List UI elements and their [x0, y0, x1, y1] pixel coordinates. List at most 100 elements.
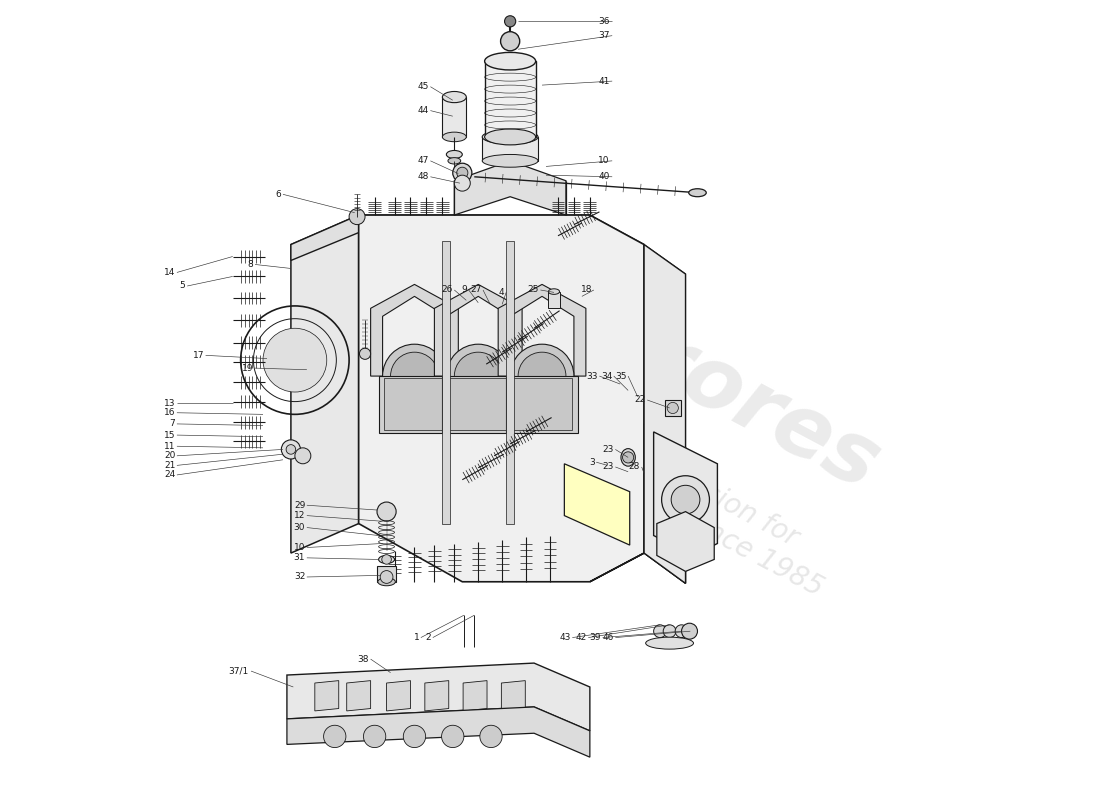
Text: 32: 32: [294, 573, 306, 582]
Ellipse shape: [447, 150, 462, 158]
Text: 25: 25: [528, 286, 539, 294]
Circle shape: [505, 16, 516, 27]
Bar: [377, 566, 396, 582]
Text: 5: 5: [179, 282, 185, 290]
Text: 22: 22: [635, 395, 646, 405]
Text: 42: 42: [575, 633, 586, 642]
Text: 35: 35: [615, 371, 627, 381]
Text: eurores: eurores: [525, 260, 894, 508]
Text: 19: 19: [242, 364, 253, 373]
Circle shape: [653, 625, 667, 638]
Ellipse shape: [454, 352, 503, 400]
Ellipse shape: [621, 449, 636, 466]
Text: 12: 12: [294, 511, 306, 520]
Polygon shape: [653, 432, 717, 555]
Text: 33: 33: [586, 371, 597, 381]
Text: 40: 40: [598, 172, 609, 182]
Text: 16: 16: [164, 408, 175, 418]
Ellipse shape: [518, 352, 565, 400]
Polygon shape: [287, 707, 590, 757]
Ellipse shape: [689, 189, 706, 197]
Text: 39: 39: [590, 633, 601, 642]
Text: 17: 17: [192, 351, 204, 360]
Circle shape: [282, 440, 300, 459]
Bar: [448, 378, 508, 430]
Text: 10: 10: [294, 543, 306, 552]
Bar: [485, 61, 536, 137]
Text: 2: 2: [426, 633, 431, 642]
Circle shape: [404, 726, 426, 747]
Polygon shape: [657, 512, 714, 571]
Circle shape: [363, 726, 386, 747]
Polygon shape: [434, 285, 522, 376]
Bar: [664, 400, 681, 416]
Text: 29: 29: [294, 501, 306, 510]
Circle shape: [663, 625, 676, 638]
Text: 36: 36: [598, 17, 609, 26]
Text: 44: 44: [418, 106, 429, 115]
Ellipse shape: [482, 154, 538, 167]
Circle shape: [323, 726, 345, 747]
Circle shape: [263, 328, 327, 392]
Polygon shape: [290, 215, 359, 553]
Ellipse shape: [510, 344, 574, 408]
Text: 14: 14: [164, 268, 175, 277]
Ellipse shape: [482, 130, 538, 144]
Polygon shape: [502, 681, 526, 711]
Text: 11: 11: [164, 442, 175, 450]
Polygon shape: [315, 681, 339, 711]
Text: 34: 34: [601, 371, 613, 381]
Polygon shape: [359, 215, 645, 582]
Polygon shape: [442, 241, 450, 523]
Ellipse shape: [390, 352, 439, 400]
Bar: [549, 291, 560, 307]
Bar: [506, 376, 578, 434]
Text: 28: 28: [629, 462, 640, 471]
Circle shape: [456, 167, 468, 178]
Bar: [442, 376, 514, 434]
Circle shape: [675, 625, 688, 638]
Text: 43: 43: [560, 633, 571, 642]
Circle shape: [682, 623, 697, 639]
Text: 9: 9: [461, 286, 468, 294]
Circle shape: [286, 445, 296, 454]
Polygon shape: [287, 663, 590, 731]
Ellipse shape: [448, 158, 461, 164]
Circle shape: [360, 348, 371, 359]
Circle shape: [382, 554, 392, 564]
Text: 45: 45: [417, 82, 429, 91]
Polygon shape: [564, 464, 629, 545]
Circle shape: [377, 502, 396, 521]
Text: 37: 37: [598, 31, 609, 40]
Text: 27: 27: [470, 286, 482, 294]
Text: 6: 6: [276, 190, 282, 199]
Text: 23: 23: [603, 462, 614, 471]
Bar: [384, 378, 444, 430]
Text: 30: 30: [294, 523, 306, 532]
Ellipse shape: [549, 289, 560, 294]
Text: 1: 1: [414, 633, 419, 642]
Circle shape: [661, 476, 710, 523]
Ellipse shape: [485, 129, 536, 145]
Circle shape: [349, 209, 365, 225]
Text: 48: 48: [417, 172, 429, 182]
Text: 3: 3: [588, 458, 595, 466]
Bar: [378, 376, 450, 434]
Polygon shape: [290, 215, 645, 261]
Text: 41: 41: [598, 77, 609, 86]
Ellipse shape: [646, 637, 693, 649]
Text: 46: 46: [603, 633, 614, 642]
Bar: [442, 97, 466, 137]
Polygon shape: [645, 245, 685, 583]
Text: 31: 31: [294, 554, 306, 562]
Circle shape: [295, 448, 311, 464]
Ellipse shape: [442, 132, 466, 142]
Text: 21: 21: [164, 461, 175, 470]
Text: 13: 13: [164, 398, 175, 408]
Polygon shape: [506, 241, 514, 523]
Ellipse shape: [378, 555, 395, 563]
Text: 26: 26: [441, 286, 453, 294]
Polygon shape: [590, 424, 685, 583]
Circle shape: [441, 726, 464, 747]
Text: 10: 10: [598, 156, 609, 166]
